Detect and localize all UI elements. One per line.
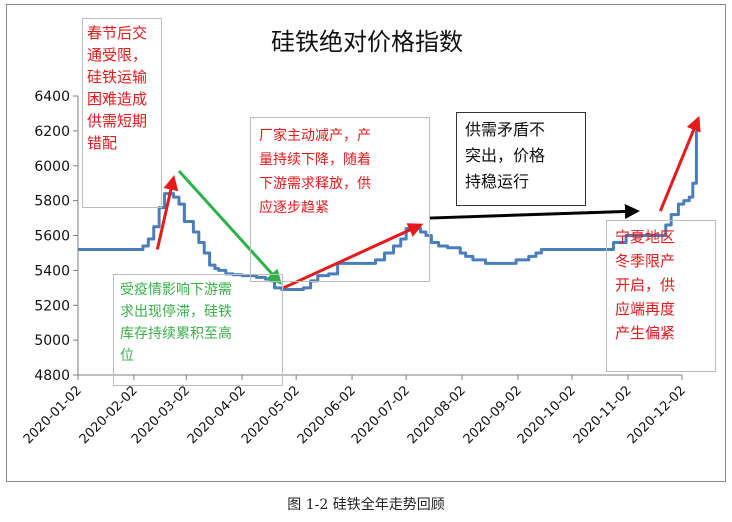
y-tick-label: 5800: [34, 194, 70, 210]
x-tick-label: 2020-05-02: [239, 383, 303, 447]
y-tick-label: 6400: [34, 89, 70, 105]
x-tick-label: 2020-08-02: [405, 383, 469, 447]
y-tick-label: 5200: [34, 298, 70, 314]
annotation-production-cut: 厂家主动减产，产 量持续下降，随着 下游需求释放，供 应逐步趋紧: [250, 117, 430, 282]
y-tick-label: 4800: [34, 368, 70, 384]
y-tick-label: 5000: [34, 333, 70, 349]
y-tick-label: 6200: [34, 124, 70, 140]
price-index-line: [78, 130, 698, 292]
x-tick-label: 2020-07-02: [349, 383, 413, 447]
y-tick-label: 5600: [34, 229, 70, 245]
arrow-layer: [155, 115, 701, 290]
annotation-stable: 供需矛盾不 突出，价格 持稳运行: [456, 112, 586, 206]
trend-arrow-3: [282, 223, 424, 290]
chart-title: 硅铁绝对价格指数: [271, 28, 463, 56]
trend-arrow-5: [658, 115, 701, 212]
annotation-ningxia: 宁夏地区 冬季限产 开启，供 应端再度 产生偏紧: [606, 220, 716, 372]
trend-arrow-2: [177, 169, 282, 285]
x-tick-label: 2020-12-02: [625, 383, 689, 447]
annotation-text: 受疫情影响下游需 求出现停滞，硅铁 库存持续累积至高 位: [120, 282, 232, 364]
annotation-epidemic: 受疫情影响下游需 求出现停滞，硅铁 库存持续累积至高 位: [113, 274, 283, 386]
annotation-text: 春节后交 通受限， 硅铁运输 困难造成 供需短期 错配: [87, 24, 148, 152]
annotation-spring-festival: 春节后交 通受限， 硅铁运输 困难造成 供需短期 错配: [82, 18, 162, 208]
trend-arrow-1: [155, 175, 179, 250]
annotation-text: 厂家主动减产，产 量持续下降，随着 下游需求释放，供 应逐步趋紧: [259, 128, 371, 216]
annotation-text: 宁夏地区 冬季限产 开启，供 应端再度 产生偏紧: [615, 228, 676, 342]
annotation-text: 供需矛盾不 突出，价格 持稳运行: [465, 120, 546, 191]
x-tick-label: 2020-10-02: [515, 383, 579, 447]
trend-arrow-4: [429, 203, 640, 220]
figure-caption: 图 1-2 硅铁全年走势回顾: [287, 497, 445, 513]
y-tick-label: 5400: [34, 263, 70, 279]
x-tick-label: 2020-01-02: [21, 383, 85, 447]
y-tick-label: 6000: [34, 159, 70, 175]
y-axis: 4800 5000 5200 5400 5600 5800 6000 6200 6400: [34, 89, 79, 384]
